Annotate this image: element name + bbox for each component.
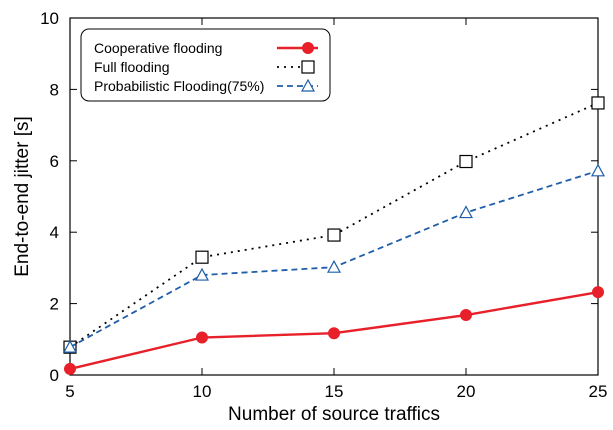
x-tick-label: 10 [193, 382, 212, 401]
series-1 [63, 96, 605, 354]
legend-label: Probabilistic Flooding(75%) [94, 78, 264, 94]
data-point [591, 96, 605, 110]
data-point [328, 327, 340, 340]
data-point [460, 309, 472, 322]
legend-label: Full flooding [94, 59, 170, 75]
data-point [195, 250, 209, 264]
data-point [327, 228, 341, 242]
data-point [196, 331, 208, 344]
data-point [64, 362, 76, 375]
y-tick-label: 0 [50, 366, 59, 385]
y-tick-label: 10 [40, 9, 59, 28]
data-point [458, 205, 474, 219]
x-axis-label: Number of source traffics [228, 404, 440, 425]
y-tick-label: 8 [50, 80, 59, 99]
y-axis: 0 2 4 6 8 10 [40, 9, 598, 385]
y-tick-label: 6 [50, 152, 59, 171]
series-2 [62, 163, 606, 353]
legend-label: Cooperative flooding [94, 40, 222, 56]
legend-box [80, 28, 331, 102]
x-tick-label: 15 [325, 382, 344, 401]
data-point [62, 339, 78, 353]
y-tick-label: 2 [50, 295, 59, 314]
data-point [590, 163, 606, 177]
data-point [459, 154, 473, 169]
y-axis-label: End-to-end jitter [s] [12, 116, 33, 277]
legend-marker [302, 42, 314, 54]
data-point [592, 286, 604, 299]
legend: Cooperative flooding Full flooding Probabi… [80, 28, 331, 102]
series-line [69, 169, 599, 348]
x-tick-label: 5 [65, 382, 74, 401]
x-axis: 5 10 15 20 25 [65, 18, 607, 401]
x-tick-label: 20 [457, 382, 476, 401]
legend-marker [301, 60, 315, 74]
series-line [69, 102, 599, 348]
series-0 [64, 286, 604, 375]
y-tick-label: 4 [50, 223, 59, 242]
x-tick-label: 25 [589, 382, 608, 401]
series-layer [62, 96, 606, 375]
data-point [326, 259, 342, 273]
data-point [194, 267, 210, 281]
legend-marker [300, 78, 316, 92]
